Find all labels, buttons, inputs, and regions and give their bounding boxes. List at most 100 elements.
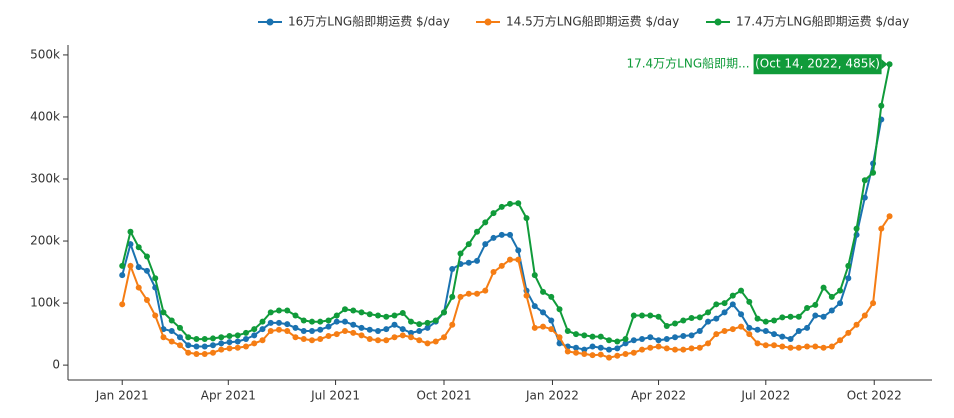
y-tick-label: 200k (30, 234, 60, 248)
data-point (713, 331, 720, 338)
data-point (597, 344, 604, 351)
data-point (688, 332, 695, 339)
data-point (490, 269, 497, 276)
data-point (820, 284, 827, 291)
data-point (366, 336, 373, 343)
series-line (121, 215, 891, 359)
data-point (614, 345, 621, 352)
data-point (201, 350, 208, 357)
data-point (185, 349, 192, 356)
data-point (630, 349, 637, 356)
data-point (143, 267, 150, 274)
legend-label: 16万方LNG船即期运费 $/day (288, 14, 450, 29)
data-point (482, 241, 489, 248)
data-point (432, 317, 439, 324)
data-point (663, 323, 670, 330)
data-point (176, 342, 183, 349)
data-point (275, 319, 282, 326)
data-point (465, 241, 472, 248)
data-point (573, 344, 580, 351)
data-point (449, 265, 456, 272)
data-point (680, 332, 687, 339)
data-point (441, 334, 448, 341)
data-point (424, 340, 431, 347)
data-point (795, 344, 802, 351)
data-point (209, 342, 216, 349)
y-tick-label: 300k (30, 172, 60, 186)
data-point (531, 303, 538, 310)
data-point (820, 313, 827, 320)
data-point (465, 290, 472, 297)
data-point (556, 306, 563, 313)
data-point (672, 346, 679, 353)
data-point (292, 334, 299, 341)
data-point (721, 327, 728, 334)
data-point (779, 314, 786, 321)
data-point (185, 342, 192, 349)
data-point (160, 309, 167, 316)
y-tick-label: 500k (30, 47, 60, 61)
data-point (358, 332, 365, 339)
data-point (531, 272, 538, 279)
data-point (606, 337, 613, 344)
data-point (383, 337, 390, 344)
data-point (498, 203, 505, 210)
data-point (135, 264, 142, 271)
data-point (837, 300, 844, 307)
data-point (573, 331, 580, 338)
data-point (680, 317, 687, 324)
data-point (861, 194, 868, 201)
data-point (300, 317, 307, 324)
data-point (523, 215, 530, 222)
data-point (201, 336, 208, 343)
data-point (754, 326, 761, 333)
data-point (738, 311, 745, 318)
data-point (705, 340, 712, 347)
x-tick-label: Jul 2022 (740, 389, 790, 403)
data-point (152, 275, 159, 282)
data-point (639, 312, 646, 319)
data-point (589, 352, 596, 359)
data-point (416, 321, 423, 328)
data-point (226, 345, 233, 352)
data-point (812, 312, 819, 319)
data-point (655, 343, 662, 350)
data-point (754, 315, 761, 322)
data-point (597, 351, 604, 358)
data-point (325, 323, 332, 330)
data-point (383, 313, 390, 320)
data-point (341, 318, 348, 325)
data-point (655, 337, 662, 344)
data-point (474, 228, 481, 235)
data-point (878, 102, 885, 109)
data-point (870, 169, 877, 176)
data-point (837, 287, 844, 294)
data-point (490, 234, 497, 241)
data-point (713, 315, 720, 322)
data-point (341, 327, 348, 334)
data-point (845, 262, 852, 269)
data-point (630, 337, 637, 344)
data-point (242, 336, 249, 343)
data-point (399, 332, 406, 339)
data-point (474, 257, 481, 264)
data-point (292, 312, 299, 319)
data-point (275, 307, 282, 314)
x-tick-label: Jan 2022 (525, 389, 579, 403)
data-point (845, 275, 852, 282)
data-point (119, 262, 126, 269)
data-point (498, 262, 505, 269)
legend-marker (714, 18, 722, 26)
data-point (408, 334, 415, 341)
data-point (812, 301, 819, 308)
data-point (515, 256, 522, 263)
data-point (787, 313, 794, 320)
data-point (242, 329, 249, 336)
data-point (308, 337, 315, 344)
data-point (556, 340, 563, 347)
y-tick-label: 400k (30, 109, 60, 123)
data-point (705, 309, 712, 316)
data-point (143, 253, 150, 260)
data-point (870, 300, 877, 307)
data-point (721, 309, 728, 316)
